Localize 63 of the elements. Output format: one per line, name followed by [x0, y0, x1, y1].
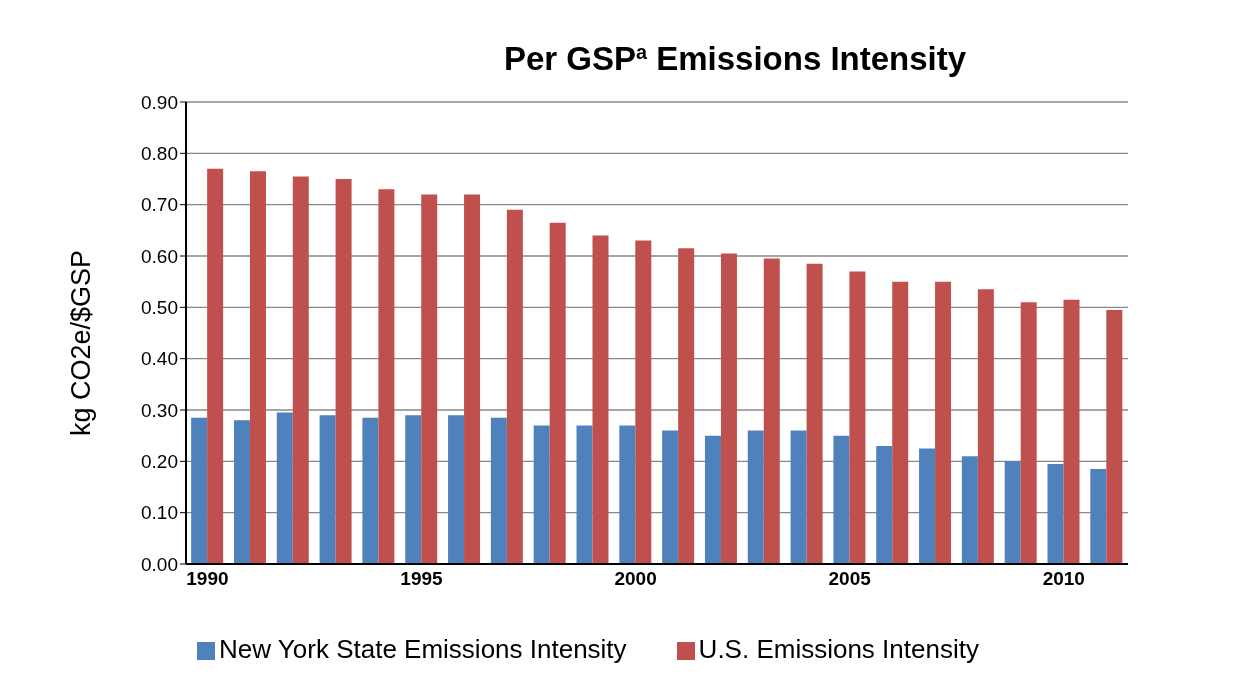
y-tick-label: 0.30 [141, 399, 178, 421]
bar [464, 194, 481, 564]
bar [249, 171, 266, 564]
bar [1047, 463, 1064, 564]
bar [790, 430, 807, 564]
bar [678, 248, 695, 564]
bar [833, 435, 850, 564]
y-tick-label: 0.50 [141, 297, 178, 319]
bar [1020, 302, 1037, 564]
bar [533, 425, 550, 564]
legend-label: New York State Emissions Intensity [219, 634, 627, 664]
x-tick-label: 2005 [828, 568, 872, 590]
bar [919, 448, 936, 564]
bar [378, 189, 395, 564]
bar [763, 258, 780, 564]
bar [335, 179, 352, 564]
x-tick-label: 1995 [400, 568, 444, 590]
bar [977, 289, 994, 564]
y-tick-label: 0.10 [141, 502, 178, 524]
y-tick-label: 0.90 [141, 91, 178, 113]
bar [405, 415, 422, 564]
bar [506, 209, 523, 564]
y-tick-label: 0.80 [141, 143, 178, 165]
bar [362, 417, 379, 564]
bar [892, 281, 909, 564]
bar [191, 417, 208, 564]
bar [592, 235, 609, 564]
bar [1004, 461, 1021, 564]
bar [806, 263, 823, 564]
bar [720, 253, 737, 564]
bar [876, 445, 893, 564]
bar [662, 430, 679, 564]
bar [961, 456, 978, 564]
y-tick-label: 0.60 [141, 245, 178, 267]
bar [1106, 309, 1123, 564]
x-tick-label: 2010 [1042, 568, 1085, 590]
chart-title: Per GSP$^{a}$ Emissions Intensity [503, 40, 967, 77]
bar [635, 240, 652, 564]
bar [448, 415, 465, 564]
x-tick-label: 1990 [186, 568, 229, 590]
y-tick-label: 0.70 [141, 194, 178, 216]
y-tick-label: 0.00 [141, 553, 178, 575]
y-tick-label: 0.20 [141, 451, 178, 473]
legend-label: U.S. Emissions Intensity [698, 634, 979, 664]
bar [421, 194, 438, 564]
bar [849, 271, 866, 564]
bar [319, 415, 336, 564]
bar [490, 417, 507, 564]
bar [704, 435, 721, 564]
bar [276, 412, 293, 564]
bar [233, 420, 250, 564]
y-tick-label: 0.40 [141, 348, 178, 370]
bar [292, 176, 309, 564]
bar [1090, 469, 1107, 564]
bar [1063, 299, 1080, 564]
bar [935, 281, 952, 564]
x-tick-label: 2000 [614, 568, 657, 590]
bar [576, 425, 593, 564]
bar [207, 168, 224, 564]
y-axis-title: kg CO2e/$GSP [66, 249, 96, 437]
bar [747, 430, 764, 564]
bar [549, 222, 566, 564]
bar [619, 425, 636, 564]
